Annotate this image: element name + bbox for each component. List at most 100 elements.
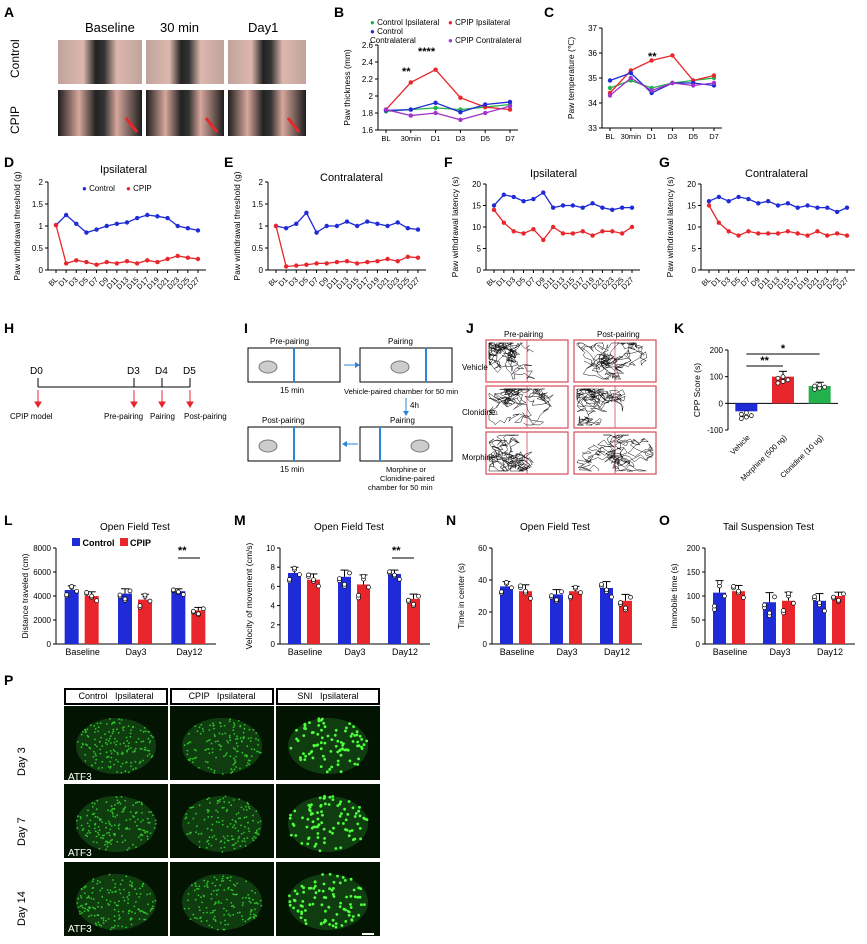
labeled-cell <box>122 810 125 813</box>
y-tick-label: 100 <box>710 373 724 382</box>
labeled-cell <box>232 726 235 728</box>
labeled-cell <box>80 817 82 820</box>
bar <box>832 596 845 644</box>
y-tick-label: 8 <box>271 563 276 572</box>
chart-title: Tail Suspension Test <box>723 522 814 533</box>
data-point <box>354 261 360 266</box>
note: Clonidine-paired <box>380 474 435 483</box>
labeled-cell <box>98 847 101 850</box>
labeled-cell <box>308 805 312 809</box>
data-dot <box>775 375 781 381</box>
data-point <box>619 231 625 236</box>
data-dot <box>836 597 841 603</box>
labeled-cell <box>234 884 237 887</box>
labeled-cell <box>231 889 234 892</box>
labeled-cell <box>127 909 130 912</box>
data-dot <box>518 583 523 589</box>
labeled-cell <box>93 914 96 917</box>
labeled-cell <box>316 811 319 814</box>
labeled-cell <box>118 888 121 891</box>
labeled-cell <box>94 922 97 925</box>
legend: ● Control ● CPIP <box>82 184 152 193</box>
labeled-cell <box>219 722 222 724</box>
labeled-cell <box>216 893 218 896</box>
movement-trace <box>576 388 626 426</box>
labeled-cell <box>126 849 129 851</box>
labeled-cell <box>112 833 115 836</box>
labeled-cell <box>144 912 147 914</box>
labeled-cell <box>132 804 135 807</box>
data-point <box>165 215 170 221</box>
labeled-cell <box>113 763 115 766</box>
labeled-cell <box>125 819 128 822</box>
data-point <box>483 102 488 107</box>
labeled-cell <box>188 733 190 735</box>
labeled-cell <box>105 919 107 922</box>
labeled-cell <box>86 744 88 747</box>
labeled-cell <box>240 806 243 809</box>
labeled-cell <box>328 768 332 771</box>
chart-c: ** 33 34 35 36 37 Paw temperature (℃) BL 30min D… <box>566 24 722 141</box>
labeled-cell <box>152 736 154 738</box>
y-tick-label: 0 <box>271 640 276 649</box>
y-tick-label: 20 <box>478 608 487 617</box>
labeled-cell <box>106 843 109 845</box>
labeled-cell <box>256 829 258 832</box>
data-point <box>84 259 89 265</box>
labeled-cell <box>246 837 249 839</box>
x-tick-label: Baseline <box>65 647 100 657</box>
labeled-cell <box>304 754 307 758</box>
labeled-cell <box>104 843 106 846</box>
y-tick-label: 36 <box>588 49 597 58</box>
labeled-cell <box>91 880 94 883</box>
labeled-cell <box>247 737 250 740</box>
labeled-cell <box>214 902 217 904</box>
labeled-cell <box>296 909 300 913</box>
labeled-cell <box>83 886 86 889</box>
labeled-cell <box>225 810 228 813</box>
x-tick-label: 30min <box>401 134 421 143</box>
labeled-cell <box>106 845 109 848</box>
labeled-cell <box>113 824 116 827</box>
labeled-cell <box>339 770 343 774</box>
data-point <box>600 229 605 234</box>
y-axis-label: Distance traveled (cm) <box>20 553 30 638</box>
labeled-cell <box>108 834 111 837</box>
labeled-cell <box>117 760 120 763</box>
labeled-cell <box>226 808 229 811</box>
labeled-cell <box>110 752 113 755</box>
data-point <box>511 194 516 200</box>
data-dot <box>817 382 823 388</box>
data-dot <box>738 416 744 421</box>
labeled-cell <box>360 903 363 907</box>
photo-control-baseline <box>58 40 142 84</box>
labeled-cell <box>353 895 357 899</box>
data-point <box>531 226 536 232</box>
labeled-cell <box>89 831 92 834</box>
labeled-cell <box>79 913 81 915</box>
labeled-cell <box>106 832 108 835</box>
labeled-cell <box>113 919 116 922</box>
labeled-cell <box>111 732 114 735</box>
labeled-cell <box>97 726 100 729</box>
labeled-cell <box>134 821 137 823</box>
data-point <box>834 231 840 236</box>
labeled-cell <box>153 827 156 829</box>
data-dot <box>356 592 361 598</box>
labeled-cell <box>80 888 83 890</box>
data-point <box>521 199 526 204</box>
labeled-cell <box>95 808 98 811</box>
labeled-cell <box>218 821 220 824</box>
data-dot <box>785 377 791 383</box>
data-point <box>491 207 497 212</box>
data-dot <box>822 608 827 614</box>
labeled-cell <box>114 750 116 753</box>
labeled-cell <box>305 825 309 829</box>
labeled-cell <box>224 919 226 922</box>
labeled-cell <box>150 734 153 737</box>
labeled-cell <box>121 751 124 754</box>
labeled-cell <box>154 819 157 822</box>
event-label: Pairing <box>150 412 175 421</box>
labeled-cell <box>249 911 252 913</box>
labeled-cell <box>340 812 343 815</box>
